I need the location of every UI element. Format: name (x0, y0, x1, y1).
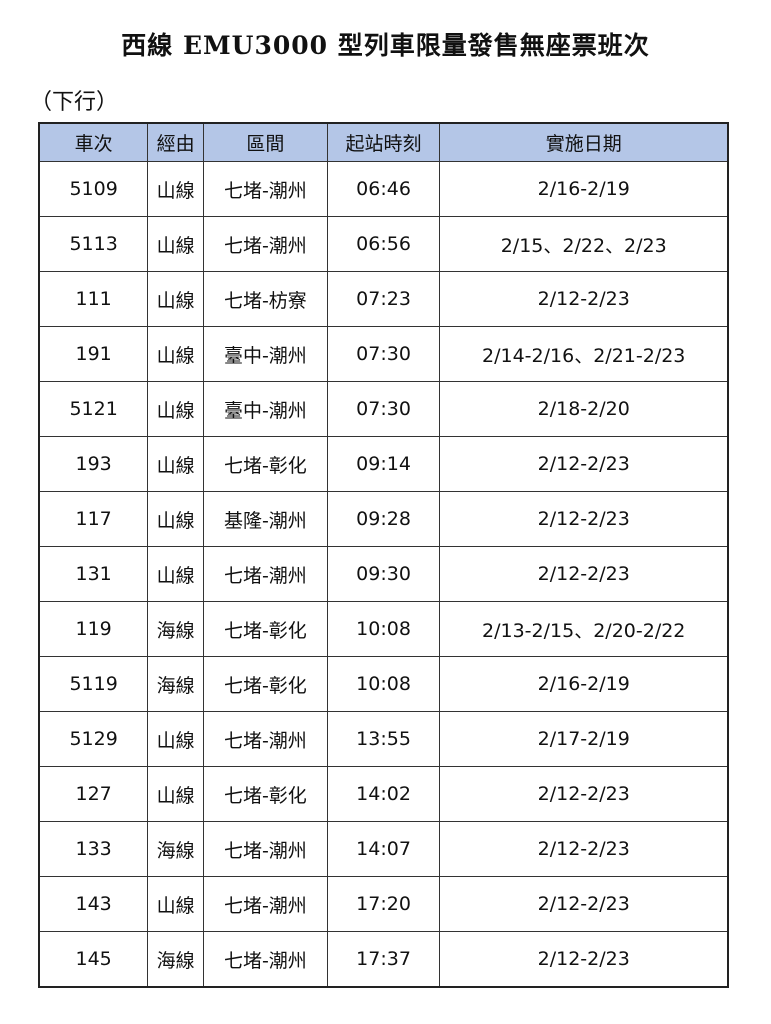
cell-dates: 2/12-2/23 (439, 821, 729, 877)
cell-train-no: 127 (38, 766, 149, 822)
cell-train-no: 5109 (38, 161, 149, 217)
table-row: 127 山線 七堵-彰化 14:02 2/12-2/23 (38, 766, 729, 822)
cell-route: 山線 (147, 271, 205, 327)
table-row: 5121 山線 臺中-潮州 07:30 2/18-2/20 (38, 381, 729, 437)
header-section: 區間 (203, 122, 328, 162)
cell-train-no: 133 (38, 821, 149, 877)
cell-section: 臺中-潮州 (203, 326, 328, 382)
cell-section: 基隆-潮州 (203, 491, 328, 547)
cell-departure-time: 07:30 (326, 381, 441, 437)
cell-route: 山線 (147, 326, 205, 382)
cell-departure-time: 07:23 (326, 271, 441, 327)
cell-route: 山線 (147, 711, 205, 767)
cell-dates: 2/12-2/23 (439, 271, 729, 327)
cell-section: 七堵-潮州 (203, 711, 328, 767)
cell-departure-time: 14:02 (326, 766, 441, 822)
cell-departure-time: 06:56 (326, 216, 441, 272)
cell-train-no: 131 (38, 546, 149, 602)
table-row: 131 山線 七堵-潮州 09:30 2/12-2/23 (38, 546, 729, 602)
cell-route: 山線 (147, 216, 205, 272)
cell-train-no: 111 (38, 271, 149, 327)
cell-dates: 2/12-2/23 (439, 436, 729, 492)
cell-train-no: 143 (38, 876, 149, 932)
cell-departure-time: 10:08 (326, 601, 441, 657)
cell-section: 七堵-潮州 (203, 546, 328, 602)
cell-dates: 2/12-2/23 (439, 876, 729, 932)
header-route: 經由 (147, 122, 205, 162)
cell-dates: 2/12-2/23 (439, 491, 729, 547)
cell-dates: 2/12-2/23 (439, 546, 729, 602)
cell-route: 山線 (147, 876, 205, 932)
cell-train-no: 5121 (38, 381, 149, 437)
cell-route: 山線 (147, 381, 205, 437)
table-row: 143 山線 七堵-潮州 17:20 2/12-2/23 (38, 876, 729, 932)
schedule-table: 車次 經由 區間 起站時刻 實施日期 5109 山線 七堵-潮州 06:46 2/16-… (38, 122, 729, 988)
header-dates: 實施日期 (439, 122, 729, 162)
cell-section: 七堵-彰化 (203, 766, 328, 822)
cell-dates: 2/12-2/23 (439, 766, 729, 822)
cell-route: 山線 (147, 436, 205, 492)
cell-departure-time: 09:28 (326, 491, 441, 547)
cell-section: 七堵-枋寮 (203, 271, 328, 327)
cell-departure-time: 07:30 (326, 326, 441, 382)
table-row: 5119 海線 七堵-彰化 10:08 2/16-2/19 (38, 656, 729, 712)
cell-dates: 2/13-2/15、2/20-2/22 (439, 601, 729, 657)
cell-departure-time: 10:08 (326, 656, 441, 712)
cell-section: 七堵-彰化 (203, 601, 328, 657)
table-row: 133 海線 七堵-潮州 14:07 2/12-2/23 (38, 821, 729, 877)
cell-section: 七堵-彰化 (203, 436, 328, 492)
cell-section: 七堵-彰化 (203, 656, 328, 712)
cell-dates: 2/17-2/19 (439, 711, 729, 767)
cell-departure-time: 09:14 (326, 436, 441, 492)
cell-section: 七堵-潮州 (203, 931, 328, 988)
cell-train-no: 191 (38, 326, 149, 382)
cell-departure-time: 06:46 (326, 161, 441, 217)
table-row: 145 海線 七堵-潮州 17:37 2/12-2/23 (38, 931, 729, 988)
page-title: 西線 EMU3000 型列車限量發售無座票班次 (121, 31, 650, 60)
cell-route: 山線 (147, 491, 205, 547)
table-row: 5113 山線 七堵-潮州 06:56 2/15、2/22、2/23 (38, 216, 729, 272)
header-row: 車次 經由 區間 起站時刻 實施日期 (38, 122, 729, 162)
cell-train-no: 119 (38, 601, 149, 657)
cell-departure-time: 17:37 (326, 931, 441, 988)
cell-train-no: 193 (38, 436, 149, 492)
cell-dates: 2/16-2/19 (439, 161, 729, 217)
cell-route: 海線 (147, 821, 205, 877)
cell-route: 山線 (147, 161, 205, 217)
table-row: 5129 山線 七堵-潮州 13:55 2/17-2/19 (38, 711, 729, 767)
table-row: 5109 山線 七堵-潮州 06:46 2/16-2/19 (38, 161, 729, 217)
cell-dates: 2/16-2/19 (439, 656, 729, 712)
cell-section: 臺中-潮州 (203, 381, 328, 437)
cell-section: 七堵-潮州 (203, 216, 328, 272)
cell-train-no: 117 (38, 491, 149, 547)
header-train-no: 車次 (38, 122, 149, 162)
table-row: 111 山線 七堵-枋寮 07:23 2/12-2/23 (38, 271, 729, 327)
cell-departure-time: 14:07 (326, 821, 441, 877)
cell-dates: 2/12-2/23 (439, 931, 729, 988)
cell-route: 山線 (147, 546, 205, 602)
cell-dates: 2/18-2/20 (439, 381, 729, 437)
cell-route: 山線 (147, 766, 205, 822)
cell-train-no: 5129 (38, 711, 149, 767)
cell-departure-time: 09:30 (326, 546, 441, 602)
header-departure: 起站時刻 (326, 122, 441, 162)
cell-route: 海線 (147, 601, 205, 657)
cell-train-no: 145 (38, 931, 149, 988)
cell-train-no: 5119 (38, 656, 149, 712)
cell-section: 七堵-潮州 (203, 821, 328, 877)
cell-train-no: 5113 (38, 216, 149, 272)
table-row: 117 山線 基隆-潮州 09:28 2/12-2/23 (38, 491, 729, 547)
cell-section: 七堵-潮州 (203, 161, 328, 217)
cell-section: 七堵-潮州 (203, 876, 328, 932)
cell-route: 海線 (147, 656, 205, 712)
table-row: 119 海線 七堵-彰化 10:08 2/13-2/15、2/20-2/22 (38, 601, 729, 657)
table-row: 193 山線 七堵-彰化 09:14 2/12-2/23 (38, 436, 729, 492)
cell-route: 海線 (147, 931, 205, 988)
direction-label: （下行） (30, 90, 119, 115)
table-row: 191 山線 臺中-潮州 07:30 2/14-2/16、2/21-2/23 (38, 326, 729, 382)
cell-departure-time: 13:55 (326, 711, 441, 767)
cell-dates: 2/15、2/22、2/23 (439, 216, 729, 272)
cell-dates: 2/14-2/16、2/21-2/23 (439, 326, 729, 382)
cell-departure-time: 17:20 (326, 876, 441, 932)
